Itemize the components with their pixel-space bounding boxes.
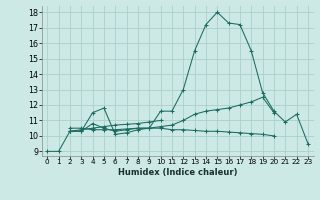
X-axis label: Humidex (Indice chaleur): Humidex (Indice chaleur) — [118, 168, 237, 177]
